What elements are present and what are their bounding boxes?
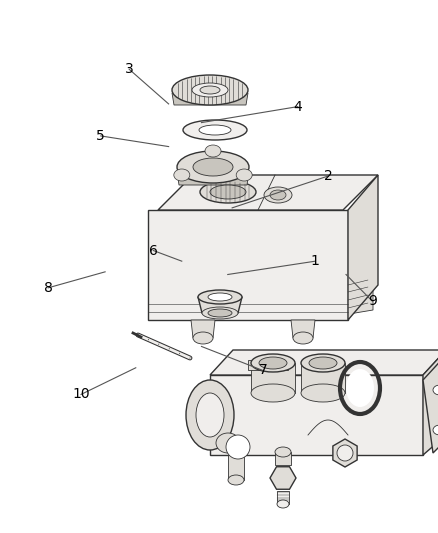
Ellipse shape	[433, 425, 438, 435]
Text: 9: 9	[368, 294, 377, 308]
Ellipse shape	[193, 158, 233, 176]
Polygon shape	[277, 491, 289, 504]
Ellipse shape	[199, 125, 231, 135]
Text: 2: 2	[324, 169, 333, 183]
Text: 10: 10	[72, 387, 90, 401]
Ellipse shape	[200, 86, 220, 94]
Text: 1: 1	[311, 254, 320, 268]
Ellipse shape	[264, 187, 292, 203]
Ellipse shape	[174, 169, 190, 181]
Polygon shape	[228, 455, 244, 480]
Polygon shape	[210, 375, 423, 455]
Ellipse shape	[200, 181, 256, 203]
Ellipse shape	[186, 380, 234, 450]
Ellipse shape	[275, 447, 291, 457]
Text: 3: 3	[125, 62, 134, 76]
Ellipse shape	[183, 120, 247, 140]
Polygon shape	[148, 210, 348, 320]
Polygon shape	[423, 355, 438, 453]
Ellipse shape	[193, 332, 213, 344]
Ellipse shape	[309, 357, 337, 369]
Polygon shape	[423, 350, 438, 455]
Polygon shape	[177, 171, 249, 185]
Ellipse shape	[202, 307, 238, 319]
Polygon shape	[191, 320, 215, 338]
Text: 7: 7	[258, 364, 267, 377]
Ellipse shape	[270, 190, 286, 200]
Ellipse shape	[177, 151, 249, 183]
Polygon shape	[172, 93, 248, 105]
Ellipse shape	[259, 357, 287, 369]
Polygon shape	[275, 452, 291, 465]
Ellipse shape	[172, 75, 248, 105]
Ellipse shape	[208, 293, 232, 301]
Polygon shape	[270, 467, 296, 489]
Text: 5: 5	[96, 129, 105, 143]
Polygon shape	[248, 360, 288, 370]
Text: 4: 4	[293, 100, 302, 114]
Ellipse shape	[337, 445, 353, 461]
Ellipse shape	[198, 290, 242, 304]
Text: 8: 8	[44, 281, 53, 295]
Polygon shape	[251, 363, 295, 393]
Polygon shape	[348, 175, 378, 320]
Polygon shape	[301, 363, 345, 393]
Ellipse shape	[277, 500, 289, 508]
Polygon shape	[291, 320, 315, 338]
Ellipse shape	[210, 185, 246, 199]
Ellipse shape	[293, 332, 313, 344]
Ellipse shape	[301, 384, 345, 402]
Polygon shape	[198, 297, 242, 313]
Ellipse shape	[236, 169, 252, 181]
Ellipse shape	[251, 384, 295, 402]
Ellipse shape	[226, 435, 250, 459]
Ellipse shape	[433, 385, 438, 395]
Ellipse shape	[251, 354, 295, 372]
Polygon shape	[158, 175, 378, 210]
Ellipse shape	[301, 354, 345, 372]
Ellipse shape	[208, 309, 232, 317]
Ellipse shape	[192, 83, 228, 97]
Ellipse shape	[196, 393, 224, 437]
Ellipse shape	[228, 475, 244, 485]
Polygon shape	[210, 350, 438, 375]
Ellipse shape	[346, 369, 374, 407]
Ellipse shape	[216, 433, 240, 453]
Ellipse shape	[205, 145, 221, 157]
Polygon shape	[343, 275, 373, 315]
Polygon shape	[333, 439, 357, 467]
Text: 6: 6	[149, 244, 158, 257]
